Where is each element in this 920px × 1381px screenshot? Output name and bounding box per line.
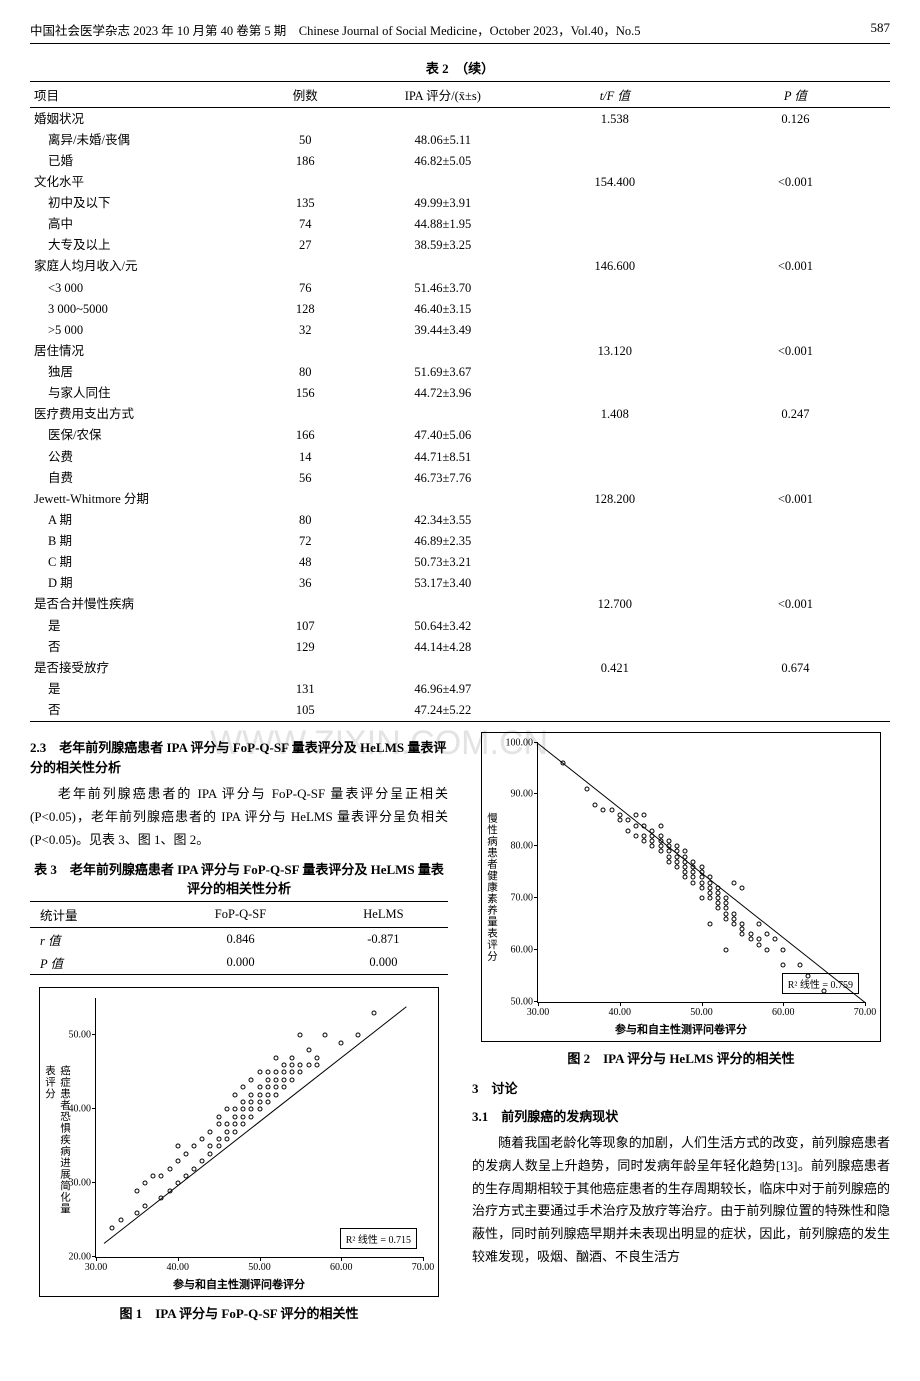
- tbl2-col1: 例数: [254, 82, 357, 108]
- journal-info: 中国社会医学杂志 2023 年 10 月第 40 卷第 5 期 Chinese …: [30, 20, 640, 39]
- page-header: 中国社会医学杂志 2023 年 10 月第 40 卷第 5 期 Chinese …: [30, 20, 890, 44]
- fig2-r2-box: R² 线性 = 0.759: [782, 973, 859, 994]
- left-column: 2.3 老年前列腺癌患者 IPA 评分与 FoP-Q-SF 量表评分及 HeLM…: [30, 732, 448, 1333]
- table-row: 离异/未婚/丧偶5048.06±5.11: [30, 129, 890, 150]
- page-number: 587: [871, 20, 891, 39]
- fig1-r2-box: R² 线性 = 0.715: [340, 1228, 417, 1249]
- tbl2-col2: IPA 评分/(x̄±s): [357, 82, 529, 108]
- fig2-ylabel: 慢性病患者健康素养量表评分: [484, 812, 499, 962]
- table-row: 否10547.24±5.22: [30, 700, 890, 722]
- table-row: 医保/农保16647.40±5.06: [30, 425, 890, 446]
- table-row: >5 0003239.44±3.49: [30, 319, 890, 340]
- table-row: A 期8042.34±3.55: [30, 509, 890, 530]
- table-row: <3 0007651.46±3.70: [30, 277, 890, 298]
- table-row: P 值0.0000.000: [30, 951, 448, 975]
- table-row: B 期7246.89±2.35: [30, 531, 890, 552]
- table-row: 自费5646.73±7.76: [30, 467, 890, 488]
- table-row: 是13146.96±4.97: [30, 678, 890, 699]
- fig2-plot: R² 线性 = 0.759 50.0060.0070.0080.0090.001…: [537, 743, 865, 1003]
- fig1-ylabel: 癌症患者恐惧疾病进展简化量表评分: [42, 1065, 72, 1219]
- table-row: 已婚18646.82±5.05: [30, 150, 890, 171]
- table-row: 与家人同住15644.72±3.96: [30, 383, 890, 404]
- table-row: 文化水平154.400<0.001: [30, 171, 890, 192]
- table-row: 医疗费用支出方式1.4080.247: [30, 404, 890, 425]
- fig1-plot: R² 线性 = 0.715 20.0030.0040.0050.0030.004…: [95, 998, 423, 1258]
- section-3-1-title: 3.1 前列腺癌的发病现状: [472, 1107, 890, 1128]
- table3: 统计量 FoP-Q-SF HeLMS r 值0.846-0.871 P 值0.0…: [30, 901, 448, 975]
- table-row: 公费1444.71±8.51: [30, 446, 890, 467]
- table-row: 否12944.14±4.28: [30, 636, 890, 657]
- table-row: 初中及以下13549.99±3.91: [30, 193, 890, 214]
- table-row: Jewett-Whitmore 分期128.200<0.001: [30, 488, 890, 509]
- table3-caption: 表 3 老年前列腺癌患者 IPA 评分与 FoP-Q-SF 量表评分及 HeLM…: [30, 859, 448, 897]
- tbl2-col0: 项目: [30, 82, 254, 108]
- tbl3-col2: HeLMS: [319, 902, 448, 928]
- right-column: 慢性病患者健康素养量表评分 R² 线性 = 0.759 50.0060.0070…: [472, 732, 890, 1333]
- table-row: 3 000~500012846.40±3.15: [30, 298, 890, 319]
- table-row: 是10750.64±3.42: [30, 615, 890, 636]
- figure-2-chart: 慢性病患者健康素养量表评分 R² 线性 = 0.759 50.0060.0070…: [481, 732, 881, 1042]
- figure-1-chart: 癌症患者恐惧疾病进展简化量表评分 R² 线性 = 0.715 20.0030.0…: [39, 987, 439, 1297]
- figure-2-caption: 图 2 IPA 评分与 HeLMS 评分的相关性: [472, 1048, 890, 1067]
- section-3-1-body: 随着我国老龄化等现象的加剧，人们生活方式的改变，前列腺癌患者的发病人数呈上升趋势…: [472, 1132, 890, 1269]
- tbl3-col0: 统计量: [30, 902, 162, 928]
- table-row: 是否合并慢性疾病12.700<0.001: [30, 594, 890, 615]
- fig2-xlabel: 参与和自主性测评问卷评分: [615, 1021, 747, 1037]
- figure-1-caption: 图 1 IPA 评分与 FoP-Q-SF 评分的相关性: [30, 1303, 448, 1322]
- tbl2-col3: t/F 值: [529, 82, 701, 108]
- table-row: 高中7444.88±1.95: [30, 214, 890, 235]
- section-2-3-title: 2.3 老年前列腺癌患者 IPA 评分与 FoP-Q-SF 量表评分及 HeLM…: [30, 738, 448, 780]
- table-row: D 期3653.17±3.40: [30, 573, 890, 594]
- table2: 项目 例数 IPA 评分/(x̄±s) t/F 值 P 值 婚姻状况1.5380…: [30, 81, 890, 722]
- table-row: 婚姻状况1.5380.126: [30, 108, 890, 130]
- table-row: 家庭人均月收入/元146.600<0.001: [30, 256, 890, 277]
- table-row: 是否接受放疗0.4210.674: [30, 657, 890, 678]
- tbl3-col1: FoP-Q-SF: [162, 902, 319, 928]
- table-row: 独居8051.69±3.67: [30, 362, 890, 383]
- section-3-title: 3 讨论: [472, 1079, 890, 1100]
- section-2-3-body: 老年前列腺癌患者的 IPA 评分与 FoP-Q-SF 量表评分呈正相关(P<0.…: [30, 783, 448, 851]
- table-row: r 值0.846-0.871: [30, 928, 448, 952]
- table2-caption: 表 2 （续）: [30, 58, 890, 77]
- table-row: 居住情况13.120<0.001: [30, 340, 890, 361]
- table-row: 大专及以上2738.59±3.25: [30, 235, 890, 256]
- table-row: C 期4850.73±3.21: [30, 552, 890, 573]
- fig1-xlabel: 参与和自主性测评问卷评分: [173, 1276, 305, 1292]
- tbl2-col4: P 值: [701, 82, 890, 108]
